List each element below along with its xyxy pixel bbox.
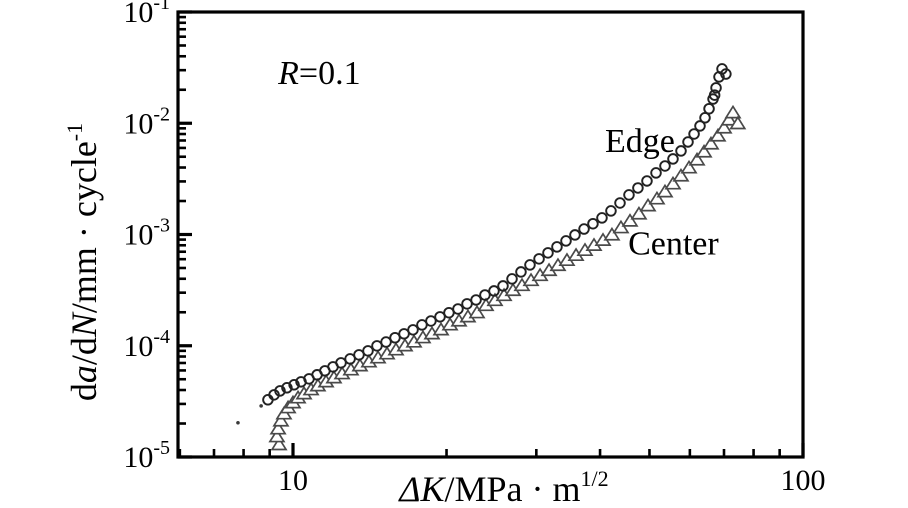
- y-tick-label: 10-5: [123, 437, 170, 474]
- center-data-point: [603, 226, 621, 241]
- edge-data-point: [560, 235, 572, 247]
- center-data-point: [664, 175, 682, 190]
- y-tick-label: 10-4: [123, 326, 170, 363]
- center-data-point: [702, 135, 720, 150]
- y-axis-title: da/dN/mm · cycle-1: [62, 123, 104, 401]
- edge-data-point: [708, 89, 721, 101]
- edge-data-point: [710, 82, 722, 94]
- edge-data-point: [716, 63, 728, 75]
- edge-data-point: [515, 266, 527, 278]
- edge-data-point: [380, 336, 392, 348]
- edge-data-point: [605, 205, 617, 217]
- center-series-label: Center: [628, 226, 719, 263]
- stray-dot: [259, 404, 263, 408]
- edge-data-point: [281, 382, 293, 394]
- center-data-point: [270, 436, 288, 451]
- x-tick-label: 100: [781, 464, 826, 497]
- center-data-point: [709, 127, 727, 142]
- y-tick-label: 10-3: [123, 215, 170, 252]
- stray-dot: [236, 420, 240, 425]
- center-data-point: [639, 197, 657, 212]
- center-data-point: [715, 119, 733, 134]
- stray-dots: [236, 404, 263, 425]
- x-axis-title: ΔK/MPa · m1/2: [397, 466, 608, 508]
- center-data-point: [272, 412, 290, 427]
- center-data-point: [648, 190, 666, 205]
- center-data-point: [468, 304, 486, 319]
- edge-data-point: [425, 315, 437, 327]
- edge-data-point: [524, 259, 536, 271]
- edge-series-label: Edge: [605, 123, 675, 160]
- edge-data-point: [479, 289, 491, 301]
- edge-series: [262, 63, 732, 406]
- edge-data-point: [688, 128, 700, 140]
- edge-data-point: [335, 357, 347, 369]
- center-data-point: [724, 104, 742, 119]
- edge-data-point: [353, 349, 365, 361]
- edge-data-point: [407, 324, 419, 336]
- edge-data-point: [675, 145, 687, 157]
- center-data-point: [688, 151, 706, 166]
- edge-data-point: [650, 167, 662, 179]
- center-data-point: [268, 428, 286, 443]
- center-data-point: [729, 115, 747, 130]
- edge-data-point: [288, 379, 300, 391]
- edge-data-point: [682, 136, 694, 148]
- edge-data-point: [434, 311, 446, 323]
- edge-data-point: [614, 197, 626, 209]
- edge-data-point: [274, 385, 286, 397]
- edge-data-point: [497, 280, 509, 292]
- edge-data-point: [587, 217, 599, 230]
- edge-data-point: [551, 241, 563, 253]
- edge-data-point: [667, 153, 679, 165]
- center-data-point: [612, 219, 630, 234]
- edge-data-point: [533, 253, 545, 265]
- edge-data-point: [362, 345, 374, 357]
- y-axis: 10-1 10-2 10-3 10-4 10-5 da/dN/mm · cycle-1: [62, 0, 192, 474]
- edge-data-point: [596, 212, 608, 224]
- stress-ratio-label: R=0.1: [277, 55, 360, 92]
- edge-data-point: [632, 182, 644, 194]
- edge-data-point: [488, 285, 500, 297]
- edge-data-point: [470, 294, 482, 306]
- center-data-point: [672, 167, 690, 182]
- edge-data-point: [623, 189, 635, 201]
- center-data-point: [680, 159, 698, 174]
- x-axis: 10 100 ΔK/MPa · m1/2: [178, 443, 826, 508]
- edge-data-point: [452, 303, 464, 315]
- edge-data-point: [694, 120, 706, 132]
- center-data-point: [621, 213, 639, 227]
- center-data-point: [630, 205, 648, 220]
- edge-data-point: [659, 160, 671, 172]
- edge-data-point: [703, 103, 715, 115]
- annotations: R=0.1 Edge Center: [277, 55, 719, 263]
- center-data-point: [656, 183, 674, 198]
- center-series: [268, 104, 747, 451]
- y-tick-label: 10-2: [123, 103, 170, 140]
- edge-data-point: [389, 332, 401, 344]
- center-data-point: [695, 143, 713, 158]
- edge-data-point: [641, 175, 653, 187]
- center-data-point: [720, 111, 738, 126]
- edge-data-point: [578, 223, 590, 235]
- edge-data-point: [542, 247, 554, 259]
- x-tick-label: 10: [278, 464, 308, 497]
- edge-data-point: [506, 273, 518, 285]
- center-data-point: [269, 420, 287, 435]
- y-tick-label: 10-1: [123, 0, 170, 29]
- edge-data-point: [699, 112, 711, 124]
- edge-data-point: [569, 229, 581, 241]
